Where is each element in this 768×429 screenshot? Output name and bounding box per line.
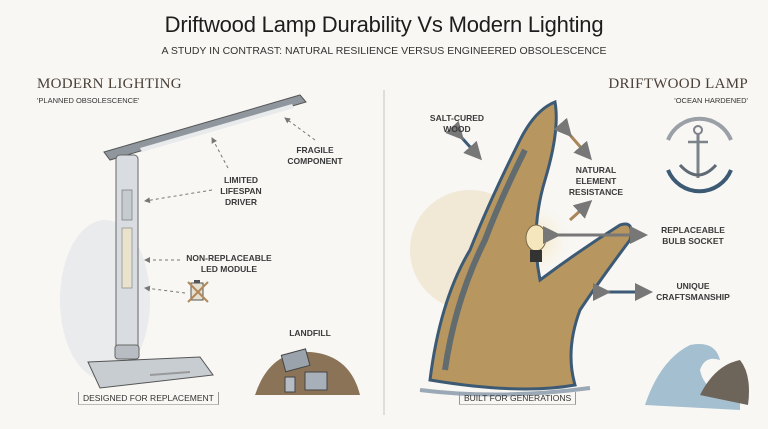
page-subtitle: A STUDY IN CONTRAST: NATURAL RESILIENCE …: [161, 45, 607, 57]
label-unique-craftsmanship: UNIQUE CRAFTSMANSHIP: [656, 281, 730, 302]
label-fragile-component: FRAGILE COMPONENT: [287, 145, 343, 166]
desk-lamp: [60, 94, 307, 389]
anchor-cycle-icon: [666, 116, 733, 194]
label-led-module: NON-REPLACEABLE LED MODULE: [186, 253, 272, 274]
label-landfill: LANDFILL: [289, 328, 331, 338]
caption-designed-for-replacement: DESIGNED FOR REPLACEMENT: [78, 392, 219, 405]
driftwood-lamp: [410, 99, 633, 397]
label-salt-cured-wood: SALT-CURED WOOD: [429, 113, 485, 134]
modern-tagline: 'PLANNED OBSOLESCENCE': [37, 96, 140, 105]
page-title: Driftwood Lamp Durability Vs Modern Ligh…: [164, 12, 604, 37]
driftwood-heading: DRIFTWOOD LAMP: [608, 76, 748, 92]
label-limited-driver: LIMITED LIFESPAN DRIVER: [220, 175, 262, 207]
modern-heading: MODERN LIGHTING: [37, 76, 182, 92]
driftwood-tagline: 'OCEAN HARDENED': [674, 96, 748, 105]
crossed-battery-icon: [187, 280, 209, 303]
ocean-wave: [645, 344, 749, 410]
label-replaceable-socket: REPLACEABLE BULB SOCKET: [661, 225, 725, 246]
caption-built-for-generations: BUILT FOR GENERATIONS: [459, 392, 577, 405]
label-natural-resistance: NATURAL ELEMENT RESISTANCE: [568, 165, 624, 197]
landfill-pile: [255, 348, 360, 395]
